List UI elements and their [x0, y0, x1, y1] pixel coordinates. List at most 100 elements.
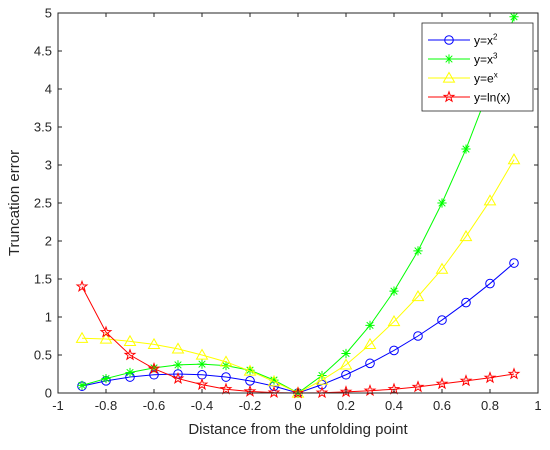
legend-entry: y=x2 [428, 33, 498, 48]
data-point-asterisk [413, 246, 423, 256]
x-tick-label: -0.2 [239, 398, 261, 413]
x-tick-label: 1 [534, 398, 541, 413]
data-point-triangle [459, 229, 473, 242]
x-tick-label: 0.8 [481, 398, 499, 413]
data-point-asterisk [341, 348, 351, 359]
data-point-pentagram [123, 348, 137, 361]
data-point-asterisk [173, 360, 183, 370]
legend: y=x2 y=x3 y=ex y=ln(x) [421, 22, 534, 112]
data-point-pentagram [147, 361, 161, 375]
legend-label-base: y=ln(x) [474, 91, 510, 105]
data-point-asterisk [461, 144, 471, 154]
legend-label: y=x3 [474, 52, 498, 67]
data-point-pentagram [267, 385, 281, 399]
data-point-circle [413, 331, 423, 341]
x-tick-label: 0.4 [385, 398, 403, 413]
data-point-triangle [442, 71, 456, 83]
y-tick-label: 5 [45, 6, 52, 21]
data-point-pentagram [243, 384, 257, 397]
data-point-pentagram [171, 371, 185, 384]
data-point-pentagram [507, 367, 521, 380]
data-point-circle [365, 358, 375, 369]
data-point-triangle [123, 334, 137, 346]
x-tick-label: 0.6 [433, 398, 451, 413]
data-point-triangle [99, 332, 113, 344]
legend-entry: y=x3 [428, 52, 498, 67]
data-point-triangle [507, 153, 521, 165]
data-point-asterisk [77, 380, 87, 390]
legend-label: y=x2 [474, 33, 498, 48]
y-tick-label: 0 [45, 386, 52, 401]
y-tick-label: 3.5 [34, 120, 52, 135]
y-tick-label: 4 [45, 82, 52, 97]
data-point-circle [461, 297, 471, 308]
data-point-circle [509, 258, 519, 268]
legend-label-base: y=e [474, 72, 494, 86]
data-point-asterisk [389, 286, 399, 296]
x-tick-label: -0.4 [191, 398, 213, 413]
axis-ticks: -1 -0.8 -0.6 -0.4 -0.2 0 0.2 0.4 0.6 0.8 1 0 0.5 1 1.5… [34, 6, 542, 414]
data-point-pentagram [459, 374, 473, 387]
x-tick-label: -1 [52, 398, 64, 413]
data-point-triangle [147, 337, 161, 349]
x-tick-label: -0.6 [143, 398, 165, 413]
data-point-asterisk [365, 320, 375, 330]
data-point-pentagram [195, 377, 209, 391]
data-point-pentagram [99, 325, 113, 338]
data-point-circle [485, 278, 495, 289]
data-point-pentagram [339, 385, 353, 398]
data-point-triangle [339, 358, 353, 370]
data-point-asterisk [437, 198, 447, 208]
data-point-circle [437, 315, 447, 325]
data-point-triangle [75, 331, 89, 343]
data-point-asterisk [269, 375, 279, 385]
data-point-triangle [219, 355, 233, 367]
data-point-asterisk [149, 363, 159, 373]
data-point-triangle [435, 262, 449, 274]
data-point-circle [341, 369, 351, 380]
y-tick-label: 2.5 [34, 196, 52, 211]
data-point-pentagram [75, 279, 89, 293]
data-point-pentagram [291, 386, 305, 399]
y-tick-label: 1 [45, 310, 52, 325]
x-axis-label: Distance from the unfolding point [188, 421, 408, 438]
y-tick-label: 1.5 [34, 272, 52, 287]
legend-label-superscript: 2 [493, 33, 498, 42]
data-point-triangle [483, 194, 497, 206]
y-tick-label: 2 [45, 234, 52, 249]
legend-label-superscript: x [494, 71, 498, 80]
data-point-asterisk [444, 54, 454, 64]
data-point-circle [221, 372, 231, 382]
data-point-triangle [171, 342, 185, 354]
x-tick-label: -0.8 [95, 398, 117, 413]
y-tick-label: 4.5 [34, 44, 52, 59]
data-point-asterisk [245, 365, 255, 375]
x-tick-label: 0 [294, 398, 301, 413]
data-point-pentagram [411, 380, 425, 393]
y-tick-label: 0.5 [34, 348, 52, 363]
x-tick-label: 0.2 [337, 398, 355, 413]
legend-entry: y=ln(x) [428, 90, 510, 105]
data-point-triangle [243, 364, 257, 376]
data-point-pentagram [315, 385, 329, 399]
data-point-circle [444, 35, 454, 45]
data-point-asterisk [509, 12, 519, 22]
data-point-asterisk [197, 359, 207, 369]
legend-label: y=ex [474, 71, 498, 86]
data-point-triangle [315, 373, 329, 385]
data-point-triangle [291, 386, 305, 398]
data-point-asterisk [125, 367, 135, 378]
legend-box [421, 22, 534, 112]
legend-label-superscript: 3 [493, 52, 498, 61]
legend-label: y=ln(x) [474, 91, 510, 105]
data-point-pentagram [442, 90, 456, 103]
data-point-pentagram [219, 382, 233, 395]
data-point-triangle [363, 337, 377, 349]
data-point-pentagram [435, 377, 449, 390]
y-tick-label: 3 [45, 158, 52, 173]
data-point-triangle [267, 375, 281, 387]
legend-entry: y=ex [428, 71, 498, 86]
data-point-triangle [387, 315, 401, 327]
